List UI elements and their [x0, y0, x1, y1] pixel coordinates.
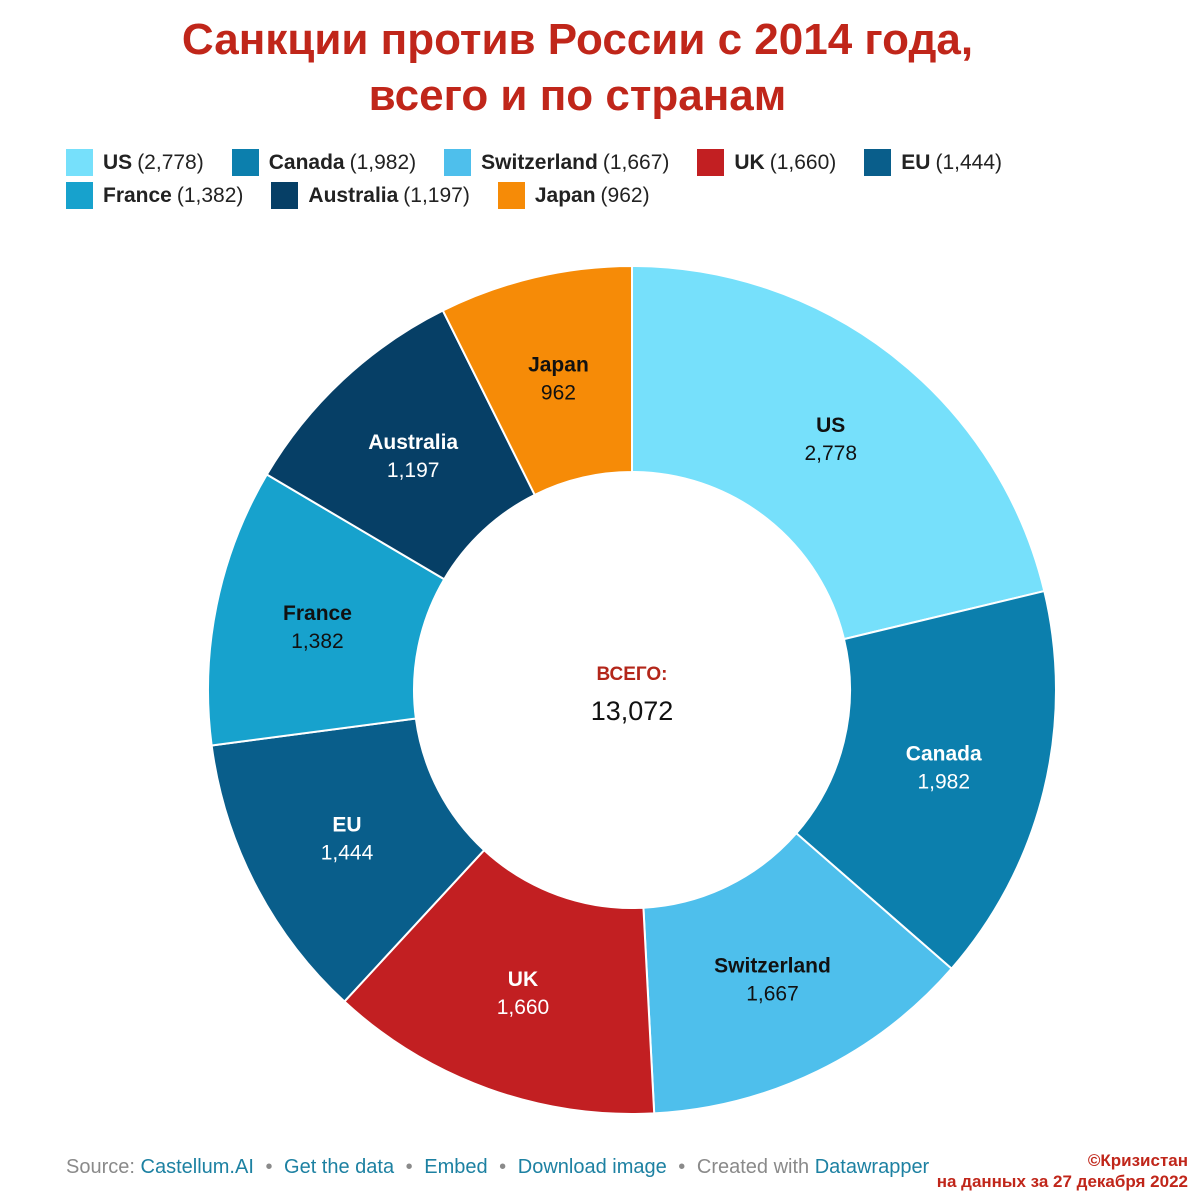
slice-eu [210, 717, 486, 1003]
legend: US (2,778) Canada (1,982) Switzerland (1… [66, 146, 1166, 212]
legend-item-us: US (2,778) [66, 149, 204, 176]
legend-label-eu: EU [901, 150, 931, 174]
slice-us [631, 264, 1046, 641]
legend-value-australia: (1,197) [403, 183, 470, 207]
slice-japan [441, 264, 633, 497]
slice-value-eu: 1,444 [321, 842, 374, 865]
slice-label-canada: Canada [906, 743, 982, 766]
donut-slice-labels: US 2,778 Canada 1,982 Switzerland 1,667 UK 1,66… [283, 354, 982, 1019]
slice-label-japan: Japan [528, 354, 589, 377]
footer-separator: • [265, 1156, 273, 1178]
legend-item-australia: Australia (1,197) [271, 182, 470, 209]
slice-label-eu: EU [332, 814, 361, 837]
legend-value-eu: (1,444) [935, 150, 1003, 174]
legend-value-uk: (1,660) [769, 150, 837, 174]
get-data-link[interactable]: Get the data [284, 1156, 395, 1178]
slice-label-australia: Australia [368, 431, 458, 454]
footer: Source: Castellum.AI • Get the data • Em… [66, 1156, 929, 1179]
legend-swatch-eu [864, 149, 892, 176]
slice-switzerland [642, 831, 953, 1115]
download-image-link[interactable]: Download image [517, 1156, 667, 1178]
footer-separator: • [678, 1156, 686, 1178]
legend-label-uk: UK [734, 150, 765, 174]
legend-swatch-australia [271, 182, 299, 209]
donut-slices [207, 264, 1057, 1115]
legend-item-japan: Japan (962) [497, 182, 650, 209]
legend-label-us: US [103, 150, 133, 174]
slice-value-uk: 1,660 [497, 996, 550, 1019]
legend-item-switzerland: Switzerland (1,667) [444, 149, 669, 176]
slice-value-france: 1,382 [291, 630, 344, 653]
footer-created-with: Created with [696, 1156, 810, 1178]
slice-label-us: US [816, 414, 845, 437]
slice-label-uk: UK [508, 968, 538, 991]
slice-label-france: France [283, 602, 352, 625]
legend-swatch-canada [231, 149, 259, 176]
legend-label-australia: Australia [308, 183, 399, 207]
legend-label-japan: Japan [534, 183, 596, 207]
legend-row: France (1,382) Australia (1,197) Japan (… [66, 179, 1166, 212]
legend-swatch-uk [697, 149, 725, 176]
legend-value-france: (1,382) [176, 183, 244, 207]
slice-value-us: 2,778 [804, 442, 857, 465]
legend-item-eu: EU (1,444) [864, 149, 1002, 176]
chart-title: Санкции против России с 2014 года, всего… [0, 12, 1155, 124]
donut-center-label: ВСЕГО: [596, 664, 667, 685]
footer-separator: • [405, 1156, 413, 1178]
chart-title-line-2: всего и по странам [368, 71, 787, 120]
slice-label-switzerland: Switzerland [714, 955, 831, 978]
slice-france [207, 473, 446, 747]
legend-value-japan: (962) [600, 183, 650, 207]
legend-swatch-japan [497, 182, 525, 209]
credit-date: на данных за 27 декабря 2022 [936, 1172, 1188, 1191]
legend-value-switzerland: (1,667) [602, 150, 670, 174]
slice-uk [342, 848, 656, 1115]
donut-center-value: 13,072 [591, 696, 674, 726]
legend-label-canada: Canada [268, 150, 345, 174]
footer-source-prefix: Source: [66, 1156, 135, 1178]
legend-label-france: France [103, 183, 172, 207]
credit: ©Кризистан на данных за 27 декабря 2022 [937, 1150, 1188, 1192]
legend-swatch-switzerland [444, 149, 472, 176]
footer-separator: • [499, 1156, 507, 1178]
embed-link[interactable]: Embed [424, 1156, 488, 1178]
datawrapper-link[interactable]: Datawrapper [814, 1156, 930, 1178]
legend-item-france: France (1,382) [66, 182, 243, 209]
legend-swatch-us [66, 149, 93, 176]
credit-author: ©Кризистан [1087, 1151, 1188, 1170]
source-link[interactable]: Castellum.AI [140, 1156, 254, 1178]
slice-value-switzerland: 1,667 [746, 983, 799, 1006]
slice-value-australia: 1,197 [387, 459, 440, 482]
legend-value-us: (2,778) [137, 150, 204, 174]
chart-title-line-1: Санкции против России с 2014 года, [181, 15, 974, 64]
slice-canada [794, 589, 1057, 971]
legend-label-switzerland: Switzerland [481, 150, 598, 174]
legend-item-uk: UK (1,660) [697, 149, 836, 176]
legend-item-canada: Canada (1,982) [231, 149, 417, 176]
legend-swatch-france [66, 182, 93, 209]
legend-row: US (2,778) Canada (1,982) Switzerland (1… [66, 146, 1166, 179]
slice-value-canada: 1,982 [917, 771, 970, 794]
slice-value-japan: 962 [541, 382, 576, 405]
legend-value-canada: (1,982) [349, 150, 417, 174]
